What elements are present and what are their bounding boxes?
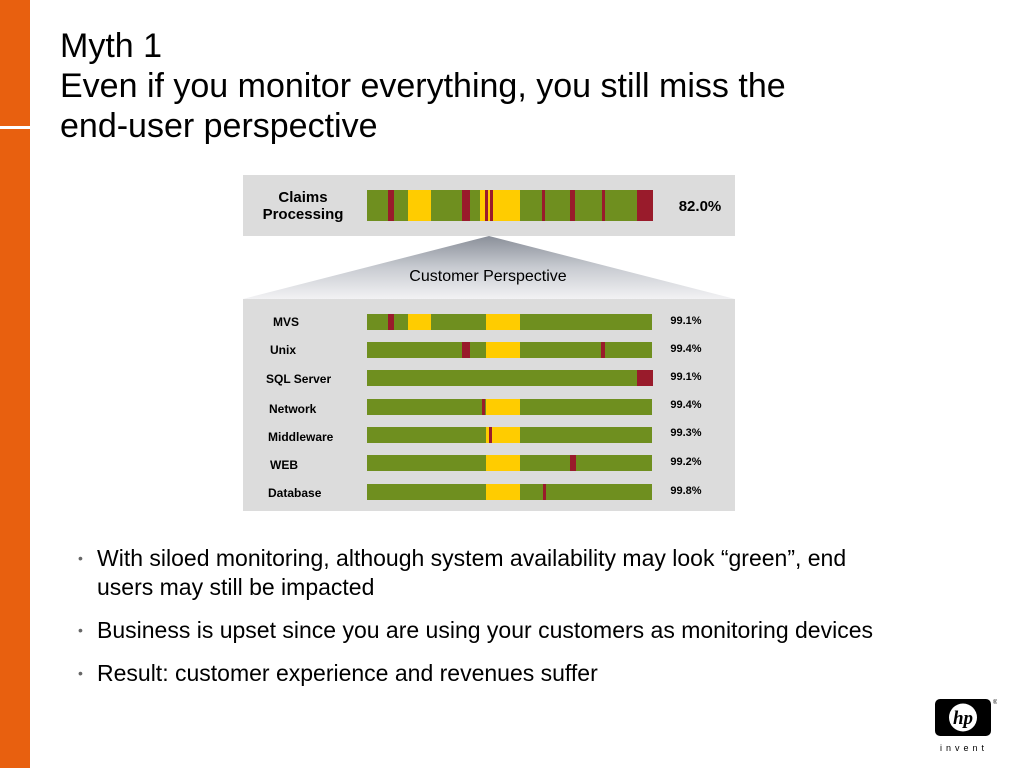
bullet-text: Business is upset since you are using yo… — [97, 617, 873, 643]
row-percent-network: 99.4% — [670, 399, 702, 411]
title-line-1: Myth 1 — [60, 27, 163, 65]
row-percent-mvs: 99.1% — [670, 315, 702, 327]
bar-segment-down — [570, 455, 576, 471]
bar-segment-down — [602, 190, 605, 221]
row-label-web: WEB — [270, 458, 298, 472]
bar-segment-down — [388, 190, 394, 221]
row-percent-middleware: 99.3% — [670, 427, 702, 439]
bullet-item: • Business is upset since you are using y… — [78, 616, 878, 645]
bar-segment-warning — [493, 190, 520, 221]
bar-segment-warning — [480, 190, 485, 221]
bar-segment-down — [489, 427, 492, 443]
bar-segment-down — [485, 190, 488, 221]
row-bar-mvs — [367, 314, 652, 330]
row-label-database: Database — [268, 486, 322, 500]
bar-segment-down — [637, 370, 653, 386]
row-label-mvs: MVS — [273, 315, 300, 329]
row-bar-unix — [367, 342, 652, 358]
row-bar-sql-server — [367, 370, 653, 386]
row-bar-middleware — [367, 427, 652, 443]
row-percent-database: 99.8% — [670, 485, 702, 497]
bar-segment-down — [601, 342, 605, 358]
bar-segment-warning — [486, 399, 520, 415]
bar-segment-down — [542, 190, 545, 221]
bar-segment-warning — [486, 314, 520, 330]
bar-segment-down — [388, 314, 394, 330]
bullet-dot-icon: • — [78, 665, 83, 681]
row-bar-web — [367, 455, 652, 471]
side-accent-bar — [0, 0, 30, 768]
perspective-funnel — [243, 236, 735, 299]
customer-perspective-label: Customer Perspective — [409, 268, 567, 285]
bullet-item: • Result: customer experience and revenue… — [78, 659, 878, 688]
side-accent-divider — [0, 126, 30, 129]
bar-segment-warning — [486, 342, 520, 358]
claims-availability-bar — [367, 190, 653, 221]
bullet-list: • With siloed monitoring, although system… — [78, 544, 878, 702]
claims-label-line-2: Processing — [262, 206, 344, 223]
row-bar-network — [367, 399, 652, 415]
hp-logo-tagline: invent — [940, 743, 988, 753]
title-line-3: end-user perspective — [60, 107, 378, 145]
claims-label: Claims Processing — [250, 189, 356, 223]
claims-percent: 82.0% — [678, 198, 722, 215]
bullet-dot-icon: • — [78, 550, 83, 566]
bullet-text: With siloed monitoring, although system … — [97, 545, 847, 600]
hp-logo: hp ® invent — [935, 699, 997, 753]
bar-segment-warning — [486, 427, 520, 443]
bar-segment-down — [570, 190, 575, 221]
bar-segment-warning — [486, 484, 520, 500]
title-line-2: Even if you monitor everything, you stil… — [60, 67, 786, 105]
row-label-network: Network — [269, 402, 317, 416]
bar-segment-down — [637, 190, 653, 221]
row-label-middleware: Middleware — [268, 430, 334, 444]
bar-segment-down — [490, 190, 493, 221]
row-percent-unix: 99.4% — [670, 343, 702, 355]
bar-segment-down — [462, 190, 470, 221]
row-percent-web: 99.2% — [670, 456, 702, 468]
bar-segment-down — [482, 399, 485, 415]
registered-mark: ® — [993, 699, 997, 706]
row-label-sql-server: SQL Server — [266, 372, 332, 386]
bar-segment-down — [462, 342, 470, 358]
row-percent-sql-server: 99.1% — [670, 371, 702, 383]
bullet-item: • With siloed monitoring, although system… — [78, 544, 878, 602]
bullet-text: Result: customer experience and revenues… — [97, 660, 598, 686]
slide-title: Myth 1 Even if you monitor everything, y… — [60, 26, 980, 146]
bar-segment-warning — [486, 455, 520, 471]
bar-segment-down — [543, 484, 546, 500]
hp-logo-mark: hp — [953, 708, 973, 729]
row-bar-database — [367, 484, 652, 500]
row-label-unix: Unix — [270, 343, 297, 357]
bar-segment-warning — [408, 190, 431, 221]
claims-label-line-1: Claims — [278, 189, 328, 206]
bullet-dot-icon: • — [78, 622, 83, 638]
bar-segment-warning — [488, 190, 490, 221]
bar-segment-warning — [408, 314, 431, 330]
